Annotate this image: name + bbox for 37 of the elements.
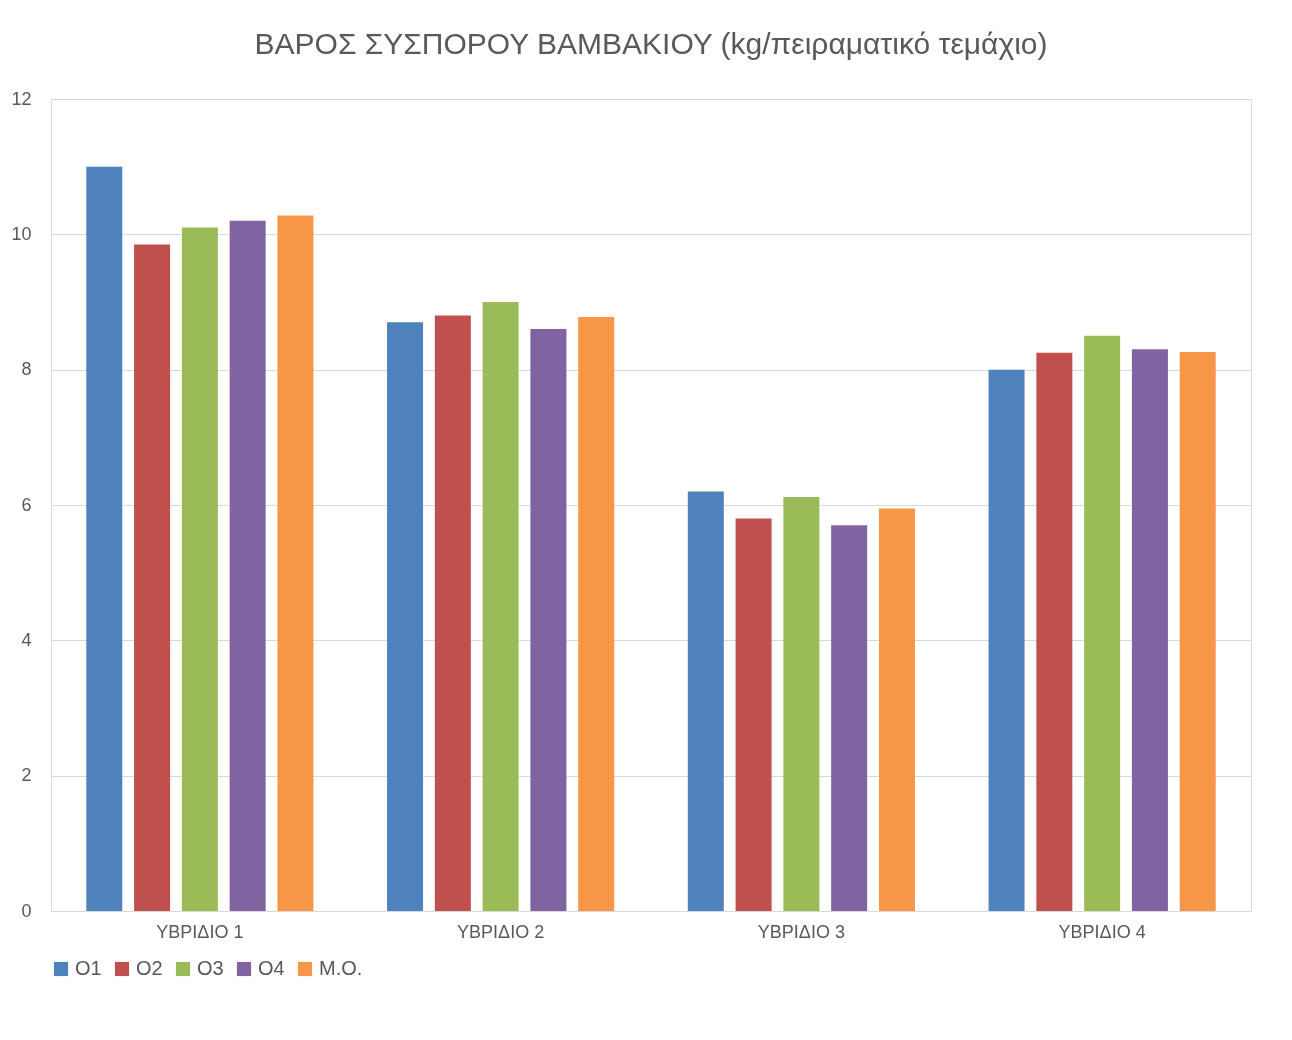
x-tick-label: ΥΒΡΙΔΙΟ 3: [757, 921, 845, 942]
x-tick-label: ΥΒΡΙΔΙΟ 2: [457, 921, 545, 942]
x-tick-label: ΥΒΡΙΔΙΟ 4: [1058, 921, 1146, 942]
bar: [434, 315, 471, 911]
bar: [831, 525, 868, 911]
bar: [1179, 352, 1216, 911]
bar: [482, 302, 519, 911]
bar: [86, 166, 123, 911]
legend-label: Ο2: [136, 957, 163, 979]
y-tick-label: 0: [21, 900, 32, 921]
y-tick-label: 12: [11, 88, 32, 109]
chart-title: ΒΑΡΟΣ ΣΥΣΠΟΡΟΥ ΒΑΜΒΑΚΙΟΥ (kg/πειραματικό τεμάχιο): [254, 27, 1048, 60]
y-tick-label: 10: [11, 223, 32, 244]
bar: [1084, 335, 1121, 911]
bar: [134, 244, 171, 911]
y-tick-label: 2: [21, 765, 32, 786]
y-tick-label: 4: [21, 629, 32, 650]
y-tick-label: 8: [21, 359, 32, 380]
y-tick-label: 6: [21, 494, 32, 515]
x-tick-label: ΥΒΡΙΔΙΟ 1: [156, 921, 244, 942]
bar: [1036, 352, 1073, 911]
bar: [229, 220, 266, 911]
legend-label: Ο4: [258, 957, 285, 979]
bar: [181, 227, 218, 911]
bar: [878, 508, 915, 911]
legend-label: Ο1: [75, 957, 102, 979]
bar: [578, 316, 615, 911]
bar: [387, 322, 424, 911]
legend-label: Μ.Ο.: [319, 957, 363, 979]
bar: [530, 329, 567, 911]
bar: [277, 215, 314, 911]
legend-label: Ο3: [197, 957, 224, 979]
bar: [687, 491, 724, 911]
bar: [1131, 349, 1168, 911]
bar: [783, 496, 820, 911]
bar: [988, 369, 1025, 911]
bar: [735, 518, 772, 911]
